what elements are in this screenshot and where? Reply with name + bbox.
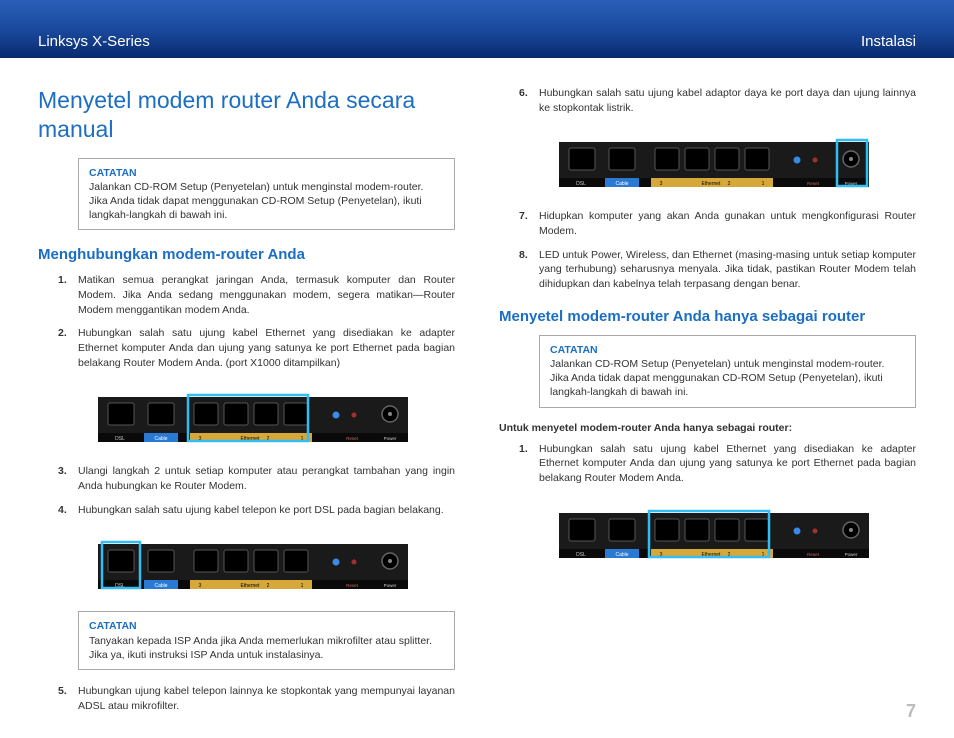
steps-list-1c: Hubungkan ujung kabel telepon lainnya ke… — [38, 684, 455, 713]
list-item: Ulangi langkah 2 untuk setiap komputer a… — [78, 464, 455, 493]
page-title: Menyetel modem router Anda secara manual — [38, 86, 455, 144]
svg-text:Cable: Cable — [154, 436, 167, 442]
svg-text:Power: Power — [384, 583, 397, 588]
steps-list-1: Matikan semua perangkat jaringan Anda, t… — [38, 273, 455, 370]
list-item: Hubungkan salah satu ujung kabel adaptor… — [539, 86, 916, 115]
svg-text:Reset: Reset — [346, 583, 359, 588]
router-back-image-dsl: DSL Cable 3 Ethernet 2 1 Reset Power — [92, 540, 412, 592]
svg-text:Cable: Cable — [615, 552, 628, 558]
svg-text:Power: Power — [384, 436, 397, 441]
svg-text:3: 3 — [199, 583, 202, 589]
svg-text:2: 2 — [267, 583, 270, 589]
sub-instruction: Untuk menyetel modem-router Anda hanya s… — [499, 422, 916, 434]
section-router-only: Menyetel modem-router Anda hanya sebagai… — [499, 308, 916, 325]
list-item: Hubungkan ujung kabel telepon lainnya ke… — [78, 684, 455, 713]
svg-text:1: 1 — [301, 583, 304, 589]
page-body: Menyetel modem router Anda secara manual… — [0, 58, 954, 722]
note-box-1: CATATAN Jalankan CD-ROM Setup (Penyetela… — [78, 158, 455, 231]
note-body: Tanyakan kepada ISP Anda jika Anda memer… — [89, 635, 432, 661]
svg-text:DSL: DSL — [576, 181, 586, 187]
note-title: CATATAN — [89, 166, 444, 180]
right-column: Hubungkan salah satu ujung kabel adaptor… — [499, 86, 916, 722]
list-item: Hubungkan salah satu ujung kabel Etherne… — [539, 442, 916, 486]
svg-text:Ethernet: Ethernet — [702, 181, 722, 187]
steps-list-2b: Hidupkan komputer yang akan Anda gunakan… — [499, 209, 916, 291]
list-item: Matikan semua perangkat jaringan Anda, t… — [78, 273, 455, 317]
steps-list-3: Hubungkan salah satu ujung kabel Etherne… — [499, 442, 916, 486]
svg-text:Power: Power — [845, 552, 858, 557]
note-body: Jalankan CD-ROM Setup (Penyetelan) untuk… — [89, 181, 423, 221]
list-item: Hubungkan salah satu ujung kabel Etherne… — [78, 326, 455, 370]
svg-text:Reset: Reset — [807, 552, 820, 557]
steps-list-1b: Ulangi langkah 2 untuk setiap komputer a… — [38, 464, 455, 517]
list-item: LED untuk Power, Wireless, dan Ethernet … — [539, 248, 916, 292]
note-box-3: CATATAN Jalankan CD-ROM Setup (Penyetela… — [539, 335, 916, 408]
left-column: Menyetel modem router Anda secara manual… — [38, 86, 455, 722]
router-back-image-ethernet-2: DSL Cable 3 Ethernet 2 1 Reset Power — [553, 509, 873, 561]
list-item: Hidupkan komputer yang akan Anda gunakan… — [539, 209, 916, 238]
steps-list-2: Hubungkan salah satu ujung kabel adaptor… — [499, 86, 916, 115]
router-back-image-ethernet: DSL Cable 3 Ethernet 2 1 Reset Power — [92, 393, 412, 445]
svg-text:Ethernet: Ethernet — [241, 583, 261, 589]
svg-text:Reset: Reset — [346, 436, 359, 441]
svg-text:3: 3 — [660, 181, 663, 187]
note-body: Jalankan CD-ROM Setup (Penyetelan) untuk… — [550, 358, 884, 398]
svg-text:Cable: Cable — [154, 583, 167, 589]
page-header: Linksys X-Series Instalasi — [0, 0, 954, 58]
svg-text:Cable: Cable — [615, 181, 628, 187]
svg-text:1: 1 — [762, 181, 765, 187]
svg-text:DSL: DSL — [576, 552, 586, 558]
note-title: CATATAN — [550, 343, 905, 357]
svg-text:DSL: DSL — [115, 436, 125, 442]
header-left: Linksys X-Series — [38, 33, 150, 50]
note-box-2: CATATAN Tanyakan kepada ISP Anda jika An… — [78, 611, 455, 670]
list-item: Hubungkan salah satu ujung kabel telepon… — [78, 503, 455, 518]
section-connect: Menghubungkan modem-router Anda — [38, 246, 455, 263]
page-number: 7 — [906, 701, 916, 722]
svg-text:2: 2 — [728, 181, 731, 187]
router-back-image-power: DSL Cable 3 Ethernet 2 1 Reset Power — [553, 138, 873, 190]
note-title: CATATAN — [89, 619, 444, 633]
svg-text:Reset: Reset — [807, 181, 820, 186]
header-right: Instalasi — [861, 33, 916, 50]
